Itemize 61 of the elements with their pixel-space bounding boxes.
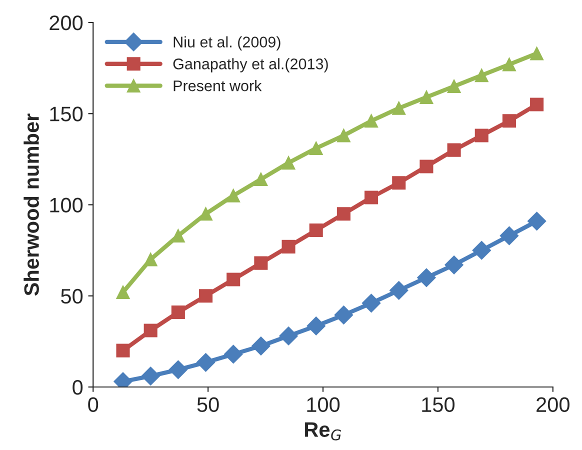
point: [306, 316, 326, 336]
point: [420, 90, 434, 104]
point: [502, 114, 516, 128]
point: [362, 294, 381, 313]
point: [144, 324, 158, 338]
x-tick-label: 200: [536, 397, 570, 412]
x-tick-label: 0: [88, 397, 98, 412]
point: [116, 344, 130, 358]
point: [447, 143, 461, 157]
point: [254, 172, 268, 186]
point: [530, 98, 544, 112]
legend-label: Present work: [174, 80, 262, 92]
x-tick-label: 150: [422, 397, 455, 412]
point: [474, 68, 488, 82]
point: [527, 212, 546, 231]
y-tick-label: 100: [50, 198, 83, 213]
point: [336, 128, 350, 142]
point: [144, 252, 158, 266]
point: [309, 141, 323, 156]
legend-label: Niu et al. (2009): [174, 36, 280, 50]
point: [420, 160, 434, 174]
point: [530, 46, 544, 60]
point: [364, 114, 378, 128]
point: [334, 306, 354, 324]
legend-label: Ganapathy et al.(2013): [173, 58, 328, 72]
point: [364, 190, 378, 204]
point: [224, 344, 243, 364]
x-tick-label: 100: [307, 397, 340, 412]
point: [392, 176, 406, 190]
point: [282, 156, 296, 170]
point: [500, 226, 519, 246]
point: [417, 268, 436, 288]
y-tick-label: 50: [61, 288, 83, 304]
point: [336, 207, 350, 221]
point: [198, 289, 213, 303]
point: [309, 223, 323, 238]
point: [226, 272, 240, 286]
point: [168, 360, 188, 380]
point: [116, 285, 130, 299]
point: [390, 281, 408, 300]
y-tick-label: 0: [72, 380, 83, 395]
y-axis-title: Sherwood number: [24, 114, 39, 296]
point: [171, 306, 185, 320]
y-tick-label: 200: [50, 16, 83, 30]
point: [196, 353, 216, 372]
point: [282, 240, 296, 254]
point: [474, 128, 488, 142]
point: [472, 240, 491, 260]
point: [252, 336, 270, 356]
point: [226, 188, 240, 202]
x-axis-title: Re$_{G}$: [305, 422, 342, 440]
point: [447, 80, 461, 94]
y-tick-label: 150: [50, 106, 83, 122]
point: [392, 101, 406, 115]
point: [254, 256, 268, 270]
point: [444, 256, 464, 274]
point: [198, 207, 213, 221]
point: [502, 58, 516, 72]
point: [279, 326, 298, 346]
point: [141, 366, 160, 386]
x-tick-label: 50: [197, 397, 219, 412]
